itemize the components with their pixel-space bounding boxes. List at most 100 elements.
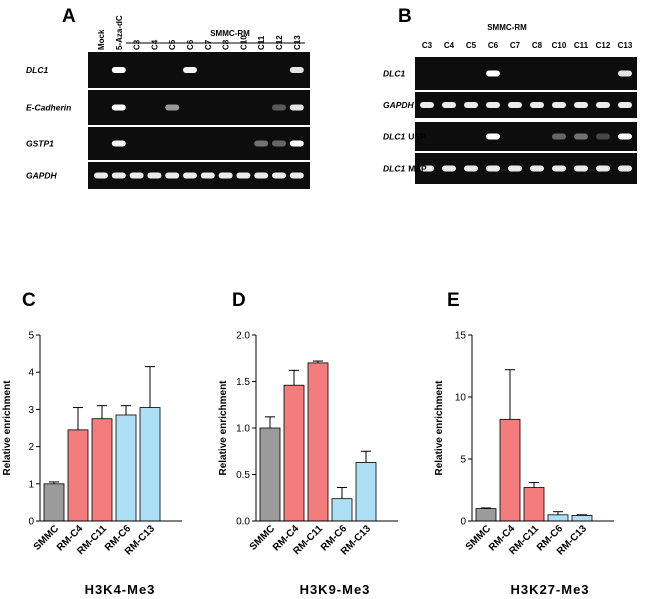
row-label: DLC1 USP xyxy=(383,132,426,142)
row-label: GSTP1 xyxy=(26,139,54,149)
gel-band xyxy=(442,102,456,108)
lane-label: C4 xyxy=(150,39,159,50)
lane-label: C8 xyxy=(532,41,543,50)
gel-band xyxy=(464,102,478,108)
gel-band xyxy=(254,172,269,179)
y-tick-label: 0.0 xyxy=(236,517,250,528)
lane-label: 5-Aza-dC xyxy=(115,15,124,50)
gel-band xyxy=(218,172,233,179)
row-label: DLC1 MSP xyxy=(383,164,427,174)
gel-band xyxy=(596,102,610,108)
bar xyxy=(307,362,329,522)
gel-band xyxy=(111,104,126,111)
y-tick-label: 1 xyxy=(28,479,34,490)
gel-band xyxy=(530,102,544,108)
gel-band xyxy=(486,102,500,108)
lane-label: C6 xyxy=(186,39,195,50)
gel-band xyxy=(552,102,566,108)
y-tick-label: 0 xyxy=(460,517,466,528)
gel-strip xyxy=(415,122,637,151)
y-tick-label: 1.5 xyxy=(236,377,250,388)
row-gene: DLC1 xyxy=(383,69,405,79)
gel-band xyxy=(183,172,197,179)
lane-label: C3 xyxy=(133,39,142,50)
lane-label: C5 xyxy=(466,41,477,50)
bar xyxy=(43,483,65,522)
row-gene: GSTP1 xyxy=(26,139,54,149)
gel-band xyxy=(147,172,162,179)
gel-band xyxy=(165,172,180,179)
lane-label: C11 xyxy=(257,35,266,50)
row-label: GAPDH xyxy=(26,171,58,181)
gel-band xyxy=(272,104,286,111)
y-tick-label: 3 xyxy=(28,405,34,416)
lane-label: C3 xyxy=(422,41,433,50)
row-label: E-Cadherin xyxy=(26,103,71,113)
bar xyxy=(571,515,593,522)
gel-band xyxy=(486,70,500,77)
y-tick-label: 0.5 xyxy=(236,470,250,481)
gel-band xyxy=(442,165,456,172)
lane-label: C7 xyxy=(510,41,521,50)
gel-band xyxy=(289,67,304,73)
gel-band xyxy=(618,133,632,140)
y-axis-label: Relative enrichment xyxy=(218,380,229,476)
gel-strip xyxy=(415,57,637,90)
panel-label: E xyxy=(447,290,460,311)
gel-band xyxy=(552,165,566,172)
gel-band xyxy=(618,102,632,108)
gel-band xyxy=(94,172,108,179)
group-label: SMMC-RM xyxy=(487,23,527,32)
lane-label: C8 xyxy=(222,39,231,50)
gel-band xyxy=(165,104,180,111)
gel-band xyxy=(508,165,522,172)
panel-label: D xyxy=(232,290,246,311)
lane-label: C10 xyxy=(552,41,567,50)
lane-label: C6 xyxy=(488,41,499,50)
gel-band xyxy=(272,172,286,179)
gel-band xyxy=(183,67,197,73)
bar xyxy=(259,427,281,522)
row-gene: DLC1 xyxy=(26,65,48,75)
bar xyxy=(475,508,497,522)
row-gene: E-Cadherin xyxy=(26,103,71,113)
y-tick-label: 1.0 xyxy=(236,424,250,435)
gel-band xyxy=(530,165,544,172)
bar xyxy=(547,514,569,522)
row-suffix: MSP xyxy=(408,164,427,174)
y-tick-label: 0 xyxy=(28,517,34,528)
group-label: SMMC-RM xyxy=(210,29,250,38)
bar xyxy=(523,487,545,522)
bar xyxy=(283,384,305,522)
y-tick-label: 10 xyxy=(455,393,467,404)
lane-label: Mock xyxy=(97,29,106,50)
chart-title: H3K27-Me3 xyxy=(510,582,589,597)
gel-band xyxy=(289,104,304,111)
row-suffix: USP xyxy=(408,132,426,142)
row-label: DLC1 xyxy=(26,65,48,75)
row-gene: DLC1 xyxy=(383,132,405,142)
gel-band xyxy=(200,172,215,179)
gel-band xyxy=(111,172,126,179)
y-axis-label: Relative enrichment xyxy=(2,380,13,476)
gel-band xyxy=(486,165,500,172)
gel-band xyxy=(574,102,588,108)
y-tick-label: 2.0 xyxy=(236,331,250,342)
lane-label: C12 xyxy=(275,35,284,50)
gel-band xyxy=(272,140,286,147)
chart-title: H3K4-Me3 xyxy=(85,582,156,597)
bar xyxy=(115,414,137,522)
gel-band xyxy=(236,172,251,179)
y-tick-label: 2 xyxy=(28,442,34,453)
lane-label: C10 xyxy=(239,35,248,50)
gel-band xyxy=(111,67,126,73)
gel-band xyxy=(596,165,610,172)
bar xyxy=(67,429,89,522)
lane-label: C13 xyxy=(293,35,302,50)
gel-band xyxy=(289,140,304,147)
gel-band xyxy=(464,165,478,172)
gel-band xyxy=(254,140,269,147)
bar xyxy=(355,462,377,522)
gel-band xyxy=(618,70,632,77)
